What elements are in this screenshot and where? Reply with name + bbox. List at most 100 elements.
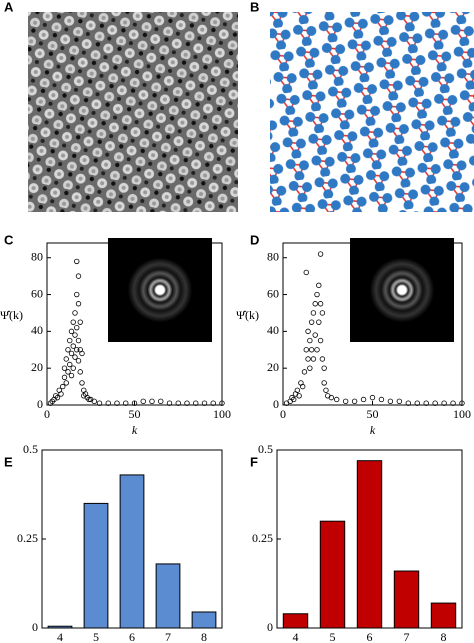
bar	[47, 625, 73, 629]
point	[405, 400, 411, 406]
point	[58, 391, 64, 397]
y-tick-label: 0.5	[258, 442, 273, 456]
y-tick-label: 60	[267, 286, 279, 300]
point	[459, 400, 465, 406]
point	[74, 324, 80, 331]
point	[72, 310, 78, 316]
bar	[319, 520, 346, 629]
point	[74, 347, 80, 353]
point	[316, 319, 322, 325]
point	[68, 350, 75, 357]
x-tick-label: 6	[367, 630, 373, 643]
point	[396, 398, 403, 405]
point	[294, 387, 301, 393]
point	[68, 328, 75, 335]
y-tick-label: 80	[267, 249, 279, 263]
bar	[282, 613, 309, 629]
point	[321, 365, 327, 371]
point	[72, 354, 78, 360]
point	[75, 358, 82, 364]
x-tick-label: 4	[293, 630, 299, 643]
point	[423, 400, 429, 406]
y-axis-label: Ψ̂(k)	[0, 308, 23, 322]
point	[72, 332, 78, 338]
bar	[393, 570, 420, 629]
panel-label: C	[4, 232, 14, 247]
y-tick-label: 20	[267, 360, 279, 374]
point	[299, 383, 306, 390]
point	[310, 356, 317, 362]
point	[49, 398, 55, 405]
bar	[83, 502, 109, 629]
point	[193, 400, 199, 406]
point	[75, 337, 82, 344]
point	[86, 396, 92, 403]
point	[432, 400, 438, 406]
x-tick-label: 0	[280, 407, 286, 421]
point	[91, 398, 97, 405]
point	[74, 258, 80, 265]
point	[158, 398, 164, 405]
y-tick-label: 0.5	[23, 442, 38, 456]
point	[201, 400, 208, 406]
x-axis-label: k	[370, 423, 376, 437]
point	[140, 398, 146, 405]
point	[47, 400, 54, 406]
panel-label: D	[250, 232, 259, 247]
point	[70, 365, 76, 371]
panel-label: E	[4, 454, 13, 469]
point	[53, 393, 59, 399]
point	[105, 400, 111, 406]
y-tick-label: 0.25	[252, 531, 273, 545]
point	[70, 319, 76, 325]
x-tick-label: 100	[453, 407, 471, 421]
point	[96, 400, 103, 406]
point	[317, 301, 324, 307]
point	[378, 396, 385, 403]
point	[175, 400, 181, 406]
y-tick-label: 0	[267, 620, 273, 634]
x-tick-label: 7	[165, 630, 171, 643]
point	[360, 396, 367, 403]
point	[317, 337, 324, 344]
point	[310, 310, 317, 316]
point	[65, 369, 71, 375]
point	[314, 347, 320, 353]
point	[74, 291, 80, 298]
micrograph	[28, 12, 238, 212]
y-tick-label: 20	[31, 360, 43, 374]
point	[63, 380, 69, 386]
point	[60, 383, 66, 390]
panel-label: F	[250, 454, 258, 469]
point	[317, 251, 324, 257]
y-tick-label: 80	[31, 249, 43, 263]
point	[131, 400, 138, 406]
point	[305, 356, 311, 362]
y-tick-label: 60	[31, 286, 43, 300]
point	[312, 332, 318, 338]
inset-image	[108, 238, 212, 342]
point	[79, 350, 85, 357]
point	[61, 374, 68, 381]
point	[301, 369, 308, 375]
point	[291, 396, 297, 403]
panel-label: B	[250, 0, 259, 14]
point	[75, 301, 82, 307]
point	[79, 380, 85, 386]
bar	[191, 611, 217, 629]
point	[65, 347, 71, 353]
point	[328, 394, 335, 401]
y-tick-label: 0	[273, 397, 279, 411]
point	[67, 361, 73, 368]
y-tick-label: 0	[32, 620, 38, 634]
point	[303, 269, 309, 276]
bar	[430, 602, 457, 629]
point	[166, 400, 173, 406]
y-tick-label: 40	[267, 323, 279, 337]
point	[77, 319, 83, 325]
point	[323, 387, 329, 393]
x-tick-label: 8	[441, 630, 447, 643]
point	[210, 400, 216, 406]
